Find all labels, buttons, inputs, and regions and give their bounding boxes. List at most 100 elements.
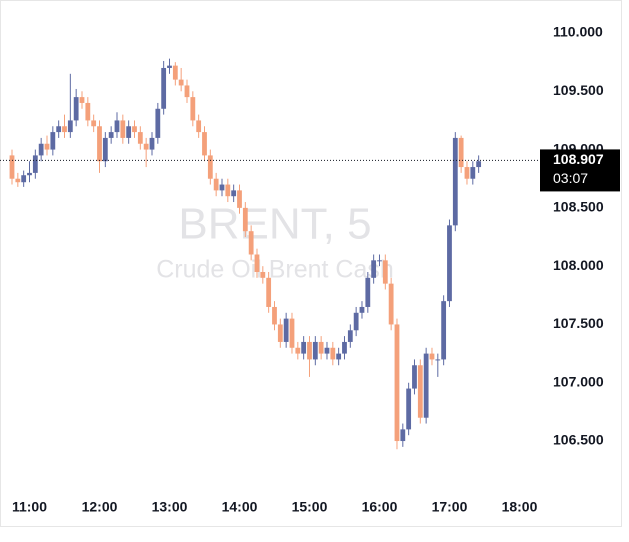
candle-body (406, 388, 412, 430)
candle-body (137, 132, 143, 144)
candle-body (9, 155, 15, 179)
candle-body (342, 341, 347, 354)
watermark-subtitle: Crude Oil Brent Cash (156, 256, 394, 284)
candle-body (85, 102, 91, 121)
candle-body (429, 353, 435, 360)
candle-body (132, 126, 137, 133)
candle-body (347, 330, 353, 342)
candle-body (149, 137, 155, 150)
candle-body (108, 132, 114, 138)
candle-body (120, 120, 126, 138)
candle-body (458, 137, 464, 168)
watermark-title: BRENT, 5 (178, 200, 371, 249)
candle-body (207, 155, 213, 179)
chart-frame (0, 0, 622, 527)
candle-body (295, 347, 301, 354)
candle-body (248, 231, 254, 255)
x-tick-label: 14:00 (222, 499, 258, 515)
y-tick-label: 106.500 (553, 432, 604, 448)
y-tick-label: 107.000 (553, 373, 604, 389)
x-tick-label: 17:00 (432, 499, 468, 515)
x-tick-label: 16:00 (362, 499, 398, 515)
candle-body (143, 143, 149, 150)
candle-body (172, 65, 178, 80)
candle-body (330, 347, 336, 360)
candle-body (91, 120, 97, 127)
candle-body (184, 85, 190, 98)
y-tick-label: 108.500 (553, 199, 604, 215)
candle-body (423, 353, 429, 418)
candle-body (50, 132, 56, 150)
candle-body (196, 120, 202, 133)
candle-body (126, 126, 132, 138)
candle-body (324, 347, 330, 354)
candle-body (277, 324, 283, 342)
candle-body (225, 184, 231, 197)
candle-body (67, 120, 73, 133)
candle-body (178, 79, 184, 86)
candle-body (435, 359, 441, 361)
candle-body (353, 312, 359, 331)
candle-body (400, 429, 406, 442)
candle-body (312, 341, 318, 360)
y-tick-label: 110.000 (553, 24, 603, 40)
candle-body (382, 260, 388, 284)
candle-body (155, 108, 161, 138)
candle-body (219, 184, 225, 191)
x-tick-label: 13:00 (152, 499, 188, 515)
candle-body (283, 318, 289, 342)
candle-body (272, 306, 277, 325)
candle-body (32, 155, 38, 173)
candle-body (213, 178, 219, 191)
candle-body (377, 260, 382, 262)
candle-body (388, 283, 394, 325)
candle-body (394, 324, 400, 442)
candle-body (318, 341, 324, 354)
candle-body (254, 254, 260, 272)
candle-body (27, 172, 32, 176)
candle-body (231, 190, 237, 197)
candle-body (441, 301, 447, 360)
candle-body (301, 341, 307, 354)
y-tick-label: 107.500 (553, 315, 604, 331)
candle-body (202, 132, 207, 156)
candle-body (476, 161, 482, 168)
y-tick-label: 109.500 (553, 82, 604, 98)
candle-body (365, 277, 371, 307)
candle-body (447, 225, 452, 302)
candle-body (167, 65, 172, 68)
candle-body (114, 120, 120, 133)
candle-body (237, 190, 242, 208)
candle-body (97, 126, 102, 162)
candle-body (161, 67, 167, 109)
candle-body (307, 341, 312, 360)
candle-body (266, 277, 272, 307)
last-price-tag (540, 149, 620, 192)
candle-body (464, 167, 470, 179)
x-tick-label: 18:00 (502, 499, 538, 515)
candle-body (470, 167, 476, 179)
candle-body (242, 207, 248, 232)
candle-body (15, 178, 21, 183)
plot: 11:00 12:00 13:00 14:00 15:00 16:00 17:00 18:00 (0, 58, 540, 515)
candle-body (79, 97, 85, 103)
countdown-label: 03:07 (553, 170, 588, 186)
candle-body (190, 97, 196, 121)
candle-body (62, 126, 67, 133)
candle-body (289, 318, 295, 348)
last-price-label: 108.907 (553, 151, 604, 167)
candle-body (452, 137, 458, 226)
y-tick-label: 108.000 (553, 257, 604, 273)
x-tick-label: 11:00 (12, 499, 47, 515)
candle-body (417, 365, 423, 418)
candle-body (359, 306, 365, 313)
axes: 106.500107.000107.500108.000108.500109.0… (540, 24, 620, 448)
candle-body (371, 260, 377, 278)
candle-body (102, 137, 108, 162)
candle-body (38, 143, 44, 156)
candle-body (73, 97, 79, 121)
x-tick-label: 15:00 (292, 499, 328, 515)
candle-body (56, 126, 62, 133)
candle-body (44, 143, 50, 150)
